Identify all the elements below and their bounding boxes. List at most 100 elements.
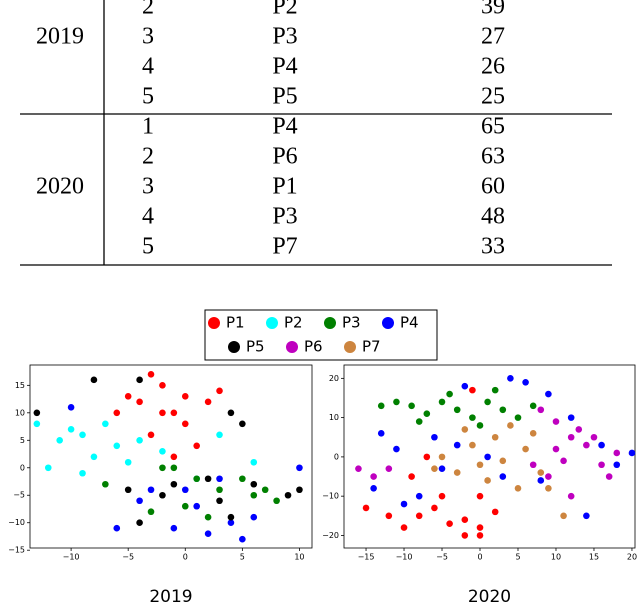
- point: [90, 453, 98, 461]
- point: [370, 485, 377, 492]
- x-tick-label: 15: [589, 553, 599, 562]
- point: [296, 464, 303, 472]
- point: [461, 516, 469, 524]
- point: [159, 464, 166, 472]
- table-cell: P3: [272, 204, 297, 230]
- point: [552, 445, 560, 453]
- point: [124, 458, 132, 466]
- point: [159, 409, 166, 417]
- legend-label: P4: [400, 314, 419, 332]
- table-cell: P2: [272, 0, 297, 20]
- point: [261, 486, 269, 494]
- point: [181, 486, 189, 494]
- point: [453, 406, 461, 414]
- point: [438, 453, 446, 461]
- point: [491, 508, 499, 516]
- point: [469, 441, 476, 449]
- point: [296, 486, 303, 494]
- legend-label: P6: [304, 338, 323, 356]
- point: [446, 390, 453, 398]
- point: [355, 465, 362, 472]
- legend-marker: [228, 341, 240, 353]
- point: [507, 375, 514, 382]
- point: [147, 371, 155, 378]
- point: [377, 430, 385, 437]
- x-tick-label: 0: [183, 553, 188, 562]
- y-tick-label: −10: [322, 492, 339, 501]
- point: [431, 465, 438, 472]
- point: [273, 497, 280, 505]
- point: [136, 519, 143, 527]
- table-cell: 1: [142, 114, 154, 140]
- table-cell: 5: [142, 234, 154, 260]
- point: [239, 420, 246, 428]
- point: [461, 426, 469, 433]
- point: [590, 433, 598, 441]
- point: [181, 502, 189, 510]
- table-cell: 3: [142, 24, 154, 50]
- point: [598, 461, 605, 469]
- table-cell: 65: [481, 114, 505, 140]
- point: [567, 414, 575, 421]
- point: [529, 461, 537, 469]
- table-cell: 39: [481, 0, 505, 20]
- table-cell: 3: [142, 174, 154, 200]
- point: [499, 473, 507, 480]
- table-cell: 2: [142, 144, 154, 170]
- table-cell: 48: [481, 204, 505, 230]
- point: [159, 382, 166, 389]
- point: [170, 524, 178, 532]
- point: [423, 453, 431, 461]
- point: [461, 382, 469, 390]
- point: [170, 453, 178, 461]
- point: [102, 480, 109, 488]
- y-tick-label: 0: [20, 463, 25, 472]
- point: [545, 485, 552, 492]
- legend-label: P1: [226, 314, 245, 332]
- point: [147, 486, 155, 494]
- point: [613, 449, 621, 457]
- plot-title: 2019: [149, 587, 192, 603]
- plot-title: 2020: [468, 587, 511, 603]
- point: [393, 445, 400, 453]
- legend-marker: [344, 341, 356, 353]
- point: [193, 442, 200, 450]
- x-tick-label: −5: [122, 553, 134, 562]
- x-tick-label: 0: [477, 553, 482, 562]
- table-cell: 26: [481, 54, 505, 80]
- point: [113, 409, 121, 417]
- point: [216, 486, 223, 494]
- point: [136, 497, 143, 505]
- y-tick-label: −5: [13, 491, 25, 500]
- point: [431, 504, 438, 512]
- point: [415, 512, 423, 520]
- point: [613, 461, 621, 469]
- x-tick-label: 5: [515, 553, 520, 562]
- point: [136, 398, 143, 406]
- table-cell: P3: [272, 24, 297, 50]
- y-tick-label: −20: [322, 531, 339, 540]
- point: [453, 441, 461, 449]
- legend-label: P2: [284, 314, 303, 332]
- table-cell: 4: [142, 54, 154, 80]
- point: [113, 442, 121, 450]
- point: [385, 465, 393, 472]
- point: [499, 457, 507, 465]
- point: [476, 532, 484, 539]
- point: [67, 425, 75, 433]
- y-tick-label: 0: [334, 452, 339, 461]
- point: [227, 409, 235, 417]
- point: [204, 475, 212, 483]
- legend-box: [204, 309, 438, 361]
- point: [113, 524, 121, 532]
- x-tick-label: −10: [396, 553, 413, 562]
- table-cell: P1: [272, 174, 297, 200]
- point: [560, 457, 567, 465]
- point: [216, 387, 223, 395]
- point: [514, 485, 522, 492]
- y-tick-label: 20: [329, 374, 339, 383]
- table-cell: 4: [142, 204, 154, 230]
- point: [408, 402, 415, 410]
- point: [250, 458, 258, 466]
